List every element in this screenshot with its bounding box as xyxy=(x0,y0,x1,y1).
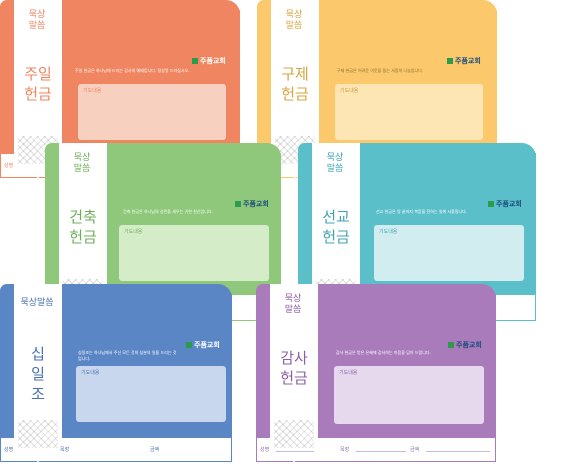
footer-name-line xyxy=(276,451,314,452)
offering-title: 감사 헌금 xyxy=(280,349,308,387)
title-ribbon: 묵상 말씀 구제 헌금 xyxy=(271,0,319,178)
footer-amount: 금액 xyxy=(150,447,160,453)
verse-text: 건축 헌금은 하나님의 성전을 세우는 귀한 헌신입니다. xyxy=(123,209,213,214)
meditation-tag: 묵상 말씀 xyxy=(285,10,303,31)
offering-title: 구제 헌금 xyxy=(281,65,309,103)
church-logo: 주품교회 xyxy=(488,199,522,209)
offering-title: 선교 헌금 xyxy=(322,208,350,246)
ribbon-pattern xyxy=(274,420,314,450)
prayer-label: 기도내용 xyxy=(379,229,398,235)
verse-text: 선교 헌금은 땅 끝까지 복음을 전하는 일에 사용됩니다. xyxy=(376,209,468,214)
meditation-tag: 묵상 말씀 xyxy=(73,153,91,174)
offering-title: 십 일 조 xyxy=(31,345,45,403)
envelope-tithe: 묵상말씀 십 일 조 주품교회 십일조는 하나님께서 주신 모든 것의 십분의 … xyxy=(0,284,232,462)
offering-title: 주일 헌금 xyxy=(24,65,52,103)
ribbon-pattern xyxy=(18,420,58,450)
envelope-relief: 묵상 말씀 구제 헌금 주품교회 구제 헌금은 어려운 이웃을 돕는 사랑의 나… xyxy=(257,0,497,178)
church-logo: 주품교회 xyxy=(192,56,226,66)
footer-amount: 금액 xyxy=(410,447,420,453)
prayer-box: 기도내용 xyxy=(374,225,524,281)
church-logo: 주품교회 xyxy=(186,340,220,350)
cross-icon xyxy=(488,201,494,207)
ribbon-tip xyxy=(14,448,62,462)
meditation-tag: 묵상 말씀 xyxy=(326,153,344,174)
title-ribbon: 묵상 말씀 주일 헌금 xyxy=(14,0,62,178)
footer-district-line xyxy=(356,451,406,452)
footer-district: 목장 xyxy=(60,447,70,453)
prayer-label: 기도내용 xyxy=(124,229,143,235)
verse-text: 주일 헌금은 하나님께 드리는 감사의 예배입니다. 정성껏 드리십시오. xyxy=(75,68,190,73)
footer-amount-line xyxy=(426,451,490,452)
footer-name: 성명 xyxy=(4,447,14,453)
envelope-thanks: 묵상 말씀 감사 헌금 주품교회 감사 헌금은 받은 은혜에 감사하는 마음을 … xyxy=(256,284,496,462)
prayer-box: 기도내용 xyxy=(76,366,226,422)
verse-text: 감사 헌금은 받은 은혜에 감사하는 마음을 담아 드립니다. xyxy=(336,350,431,355)
prayer-label: 기도내용 xyxy=(339,370,358,376)
envelope-sunday: 묵상 말씀 주일 헌금 주품교회 주일 헌금은 하나님께 드리는 감사의 예배입… xyxy=(0,0,240,178)
church-logo: 주품교회 xyxy=(235,199,269,209)
footer-name: 성명 xyxy=(260,447,270,453)
prayer-label: 기도내용 xyxy=(340,88,359,94)
cross-icon xyxy=(186,342,192,348)
cross-icon xyxy=(447,58,453,64)
prayer-box: 기도내용 xyxy=(78,84,226,140)
church-logo: 주품교회 xyxy=(447,56,481,66)
prayer-label: 기도내용 xyxy=(81,370,100,376)
verse-text: 구제 헌금은 어려운 이웃을 돕는 사랑의 나눔입니다. xyxy=(337,68,424,73)
prayer-box: 기도내용 xyxy=(119,225,269,281)
cross-icon xyxy=(448,342,454,348)
church-logo: 주품교회 xyxy=(448,340,482,350)
meditation-tag: 묵상말씀 xyxy=(20,298,54,308)
cross-icon xyxy=(235,201,241,207)
prayer-box: 기도내용 xyxy=(334,366,484,424)
cross-icon xyxy=(192,58,198,64)
verse-text: 십일조는 하나님께서 주신 모든 것의 십분의 일을 드리는 것입니다. xyxy=(78,350,177,361)
meditation-tag: 묵상 말씀 xyxy=(28,10,46,31)
title-ribbon: 묵상말씀 십 일 조 xyxy=(14,284,62,462)
footer-district: 목장 xyxy=(340,447,350,453)
envelope-mission: 묵상 말씀 선교 헌금 주품교회 선교 헌금은 땅 끝까지 복음을 전하는 일에… xyxy=(298,143,536,321)
footer-name: 성명 xyxy=(4,163,14,169)
meditation-tag: 묵상 말씀 xyxy=(284,294,302,315)
prayer-label: 기도내용 xyxy=(83,88,102,94)
prayer-box: 기도내용 xyxy=(335,84,483,140)
offering-title: 건축 헌금 xyxy=(69,208,97,246)
title-ribbon: 묵상 말씀 감사 헌금 xyxy=(270,284,318,462)
